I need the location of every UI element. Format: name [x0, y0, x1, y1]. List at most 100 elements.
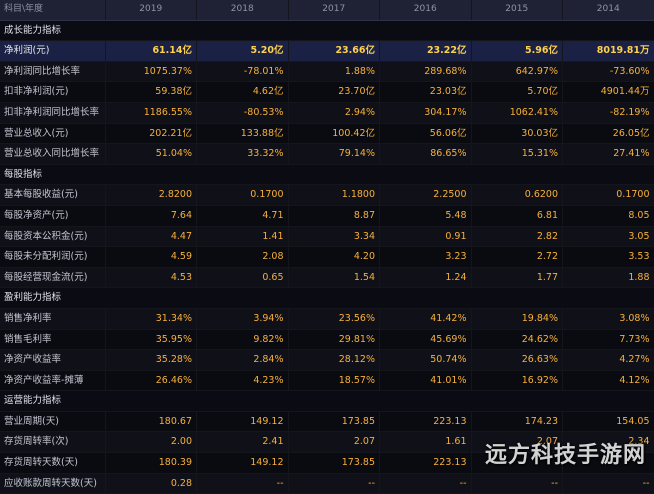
- row-label: 销售毛利率: [0, 329, 105, 350]
- year-column-header[interactable]: 2017: [288, 0, 380, 20]
- value-cell: 2.84%: [197, 350, 289, 371]
- value-cell: 5.48: [380, 205, 472, 226]
- value-cell: 7.64: [105, 205, 197, 226]
- value-cell: 15.31%: [471, 144, 563, 165]
- value-cell: 173.85: [288, 453, 380, 474]
- value-cell: 2.82: [471, 226, 563, 247]
- row-label: 每股资本公积金(元): [0, 226, 105, 247]
- row-label: 净利润(元): [0, 41, 105, 62]
- value-cell: 50.74%: [380, 350, 472, 371]
- year-column-header[interactable]: 2015: [471, 0, 563, 20]
- value-cell: 1.1800: [288, 185, 380, 206]
- value-cell: 4.53: [105, 267, 197, 288]
- value-cell: 41.42%: [380, 308, 472, 329]
- value-cell: 180.67: [105, 411, 197, 432]
- value-cell: 3.08%: [563, 308, 654, 329]
- value-cell: 173.85: [288, 411, 380, 432]
- value-cell: -78.01%: [197, 61, 289, 82]
- value-cell: 223.13: [380, 453, 472, 474]
- value-cell: 1075.37%: [105, 61, 197, 82]
- section-header-row: 盈利能力指标: [0, 288, 654, 309]
- value-cell: 4901.44万: [563, 82, 654, 103]
- value-cell: 3.23: [380, 247, 472, 268]
- value-cell: 2.07: [288, 432, 380, 453]
- value-cell: 18.57%: [288, 370, 380, 391]
- section-title: 每股指标: [0, 164, 654, 185]
- year-column-header[interactable]: 2018: [197, 0, 289, 20]
- watermark-logo: 远方科技手游网: [485, 437, 646, 469]
- value-cell: -80.53%: [197, 102, 289, 123]
- value-cell: 35.95%: [105, 329, 197, 350]
- value-cell: 1.61: [380, 432, 472, 453]
- value-cell: 3.53: [563, 247, 654, 268]
- header-label-cell: 科目\年度: [0, 0, 105, 20]
- value-cell: 1062.41%: [471, 102, 563, 123]
- value-cell: -73.60%: [563, 61, 654, 82]
- row-label: 每股经营现金流(元): [0, 267, 105, 288]
- section-title: 盈利能力指标: [0, 288, 654, 309]
- value-cell: 51.04%: [105, 144, 197, 165]
- value-cell: 16.92%: [471, 370, 563, 391]
- value-cell: 26.63%: [471, 350, 563, 371]
- value-cell: 5.20亿: [197, 41, 289, 62]
- table-header-row: 科目\年度 2019 2018 2017 2016 2015 2014: [0, 0, 654, 20]
- value-cell: 23.03亿: [380, 82, 472, 103]
- value-cell: 223.13: [380, 411, 472, 432]
- value-cell: 0.28: [105, 473, 197, 494]
- value-cell: 8019.81万: [563, 41, 654, 62]
- value-cell: 0.65: [197, 267, 289, 288]
- row-label: 净利润同比增长率: [0, 61, 105, 82]
- value-cell: 0.1700: [197, 185, 289, 206]
- value-cell: 1.88: [563, 267, 654, 288]
- value-cell: 0.91: [380, 226, 472, 247]
- value-cell: 4.12%: [563, 370, 654, 391]
- value-cell: 8.05: [563, 205, 654, 226]
- value-cell: 4.20: [288, 247, 380, 268]
- value-cell: 4.59: [105, 247, 197, 268]
- table-row[interactable]: 应收账款周转天数(天)0.28----------: [0, 473, 654, 494]
- value-cell: 31.34%: [105, 308, 197, 329]
- row-label: 基本每股收益(元): [0, 185, 105, 206]
- row-label: 净资产收益率: [0, 350, 105, 371]
- value-cell: 154.05: [563, 411, 654, 432]
- year-column-header[interactable]: 2019: [105, 0, 197, 20]
- value-cell: 26.05亿: [563, 123, 654, 144]
- value-cell: 23.56%: [288, 308, 380, 329]
- value-cell: 2.94%: [288, 102, 380, 123]
- value-cell: 289.68%: [380, 61, 472, 82]
- value-cell: 56.06亿: [380, 123, 472, 144]
- section-header-row: 成长能力指标: [0, 20, 654, 41]
- value-cell: --: [380, 473, 472, 494]
- value-cell: 3.34: [288, 226, 380, 247]
- value-cell: 59.38亿: [105, 82, 197, 103]
- value-cell: 41.01%: [380, 370, 472, 391]
- value-cell: 1.77: [471, 267, 563, 288]
- value-cell: 2.8200: [105, 185, 197, 206]
- value-cell: 7.73%: [563, 329, 654, 350]
- value-cell: --: [563, 473, 654, 494]
- year-column-header[interactable]: 2014: [563, 0, 654, 20]
- row-label: 销售净利率: [0, 308, 105, 329]
- year-column-header[interactable]: 2016: [380, 0, 472, 20]
- row-label: 营业总收入同比增长率: [0, 144, 105, 165]
- value-cell: 0.1700: [563, 185, 654, 206]
- value-cell: 642.97%: [471, 61, 563, 82]
- row-label: 扣非净利润(元): [0, 82, 105, 103]
